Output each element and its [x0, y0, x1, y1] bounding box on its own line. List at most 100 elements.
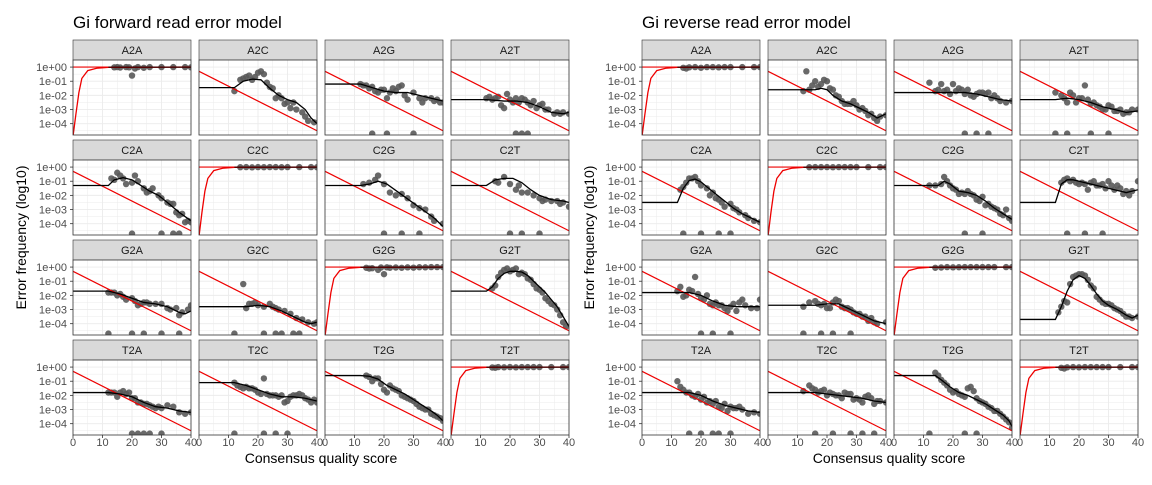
facet-strip-label: G2T — [499, 245, 521, 257]
fitted-error-line — [1020, 97, 1138, 114]
y-tick-label: 1e-01 — [39, 76, 67, 88]
observed-point — [134, 430, 142, 435]
observed-point — [257, 390, 265, 398]
observed-point — [926, 79, 933, 86]
panel-border — [450, 59, 570, 136]
y-tick-label: 1e-04 — [39, 319, 67, 331]
facet-strip-label: G2A — [690, 245, 713, 257]
panel-border — [324, 159, 444, 236]
y-tick-label: 1e-02 — [608, 190, 636, 202]
observed-point — [674, 378, 681, 385]
panel-border — [1019, 59, 1139, 136]
y-tick-label: 1e-04 — [608, 319, 636, 331]
fitted-error-line — [325, 374, 443, 422]
facet-panel-g2t: G2T — [1019, 239, 1139, 336]
observed-point — [296, 330, 303, 335]
panel-border — [324, 259, 444, 336]
fitted-error-line — [1020, 274, 1138, 321]
observed-point — [1064, 299, 1071, 306]
observed-point — [272, 430, 279, 435]
y-tick-label: 1e-04 — [608, 219, 636, 231]
nominal-qscore-line — [73, 170, 191, 232]
x-tick-label: 10 — [222, 437, 234, 449]
facet-panel-g2g: G2G — [893, 239, 1013, 336]
fitted-error-line — [768, 166, 886, 235]
observed-point — [310, 119, 317, 126]
panel-marks — [199, 68, 317, 132]
facet-panel-a2a: A2A 1e-04 1e-03 1e-02 1e-01 1e+00 — [605, 39, 761, 136]
panel-marks — [1020, 270, 1138, 332]
nominal-qscore-line — [199, 370, 317, 432]
x-tick-label: 20 — [695, 437, 707, 449]
fitted-error-line — [642, 391, 760, 414]
chart-title: Gi forward read error model — [73, 13, 282, 32]
observed-point — [964, 86, 971, 93]
panel-border — [641, 59, 761, 136]
panel-border — [1019, 259, 1139, 336]
observed-point — [260, 375, 268, 382]
fitted-error-line — [642, 178, 760, 223]
x-tick-label: 40 — [1006, 437, 1018, 449]
panel-border — [767, 159, 887, 236]
facet-strip-label: A2A — [122, 45, 143, 57]
panel-marks — [642, 170, 760, 235]
x-tick-label: 30 — [850, 437, 862, 449]
x-tick-label: 40 — [563, 437, 575, 449]
x-tick-label: 10 — [791, 437, 803, 449]
x-tick-label: 20 — [252, 437, 264, 449]
observed-point — [949, 80, 957, 88]
facet-strip-label: G2G — [372, 245, 395, 257]
observed-point — [973, 130, 980, 135]
observed-point — [727, 430, 734, 435]
observed-point — [287, 104, 294, 112]
observed-point — [961, 130, 968, 135]
fitted-error-line — [325, 180, 443, 227]
observed-point — [829, 430, 837, 435]
observed-point — [158, 430, 165, 435]
observed-point — [1064, 99, 1071, 106]
observed-point — [946, 90, 954, 98]
observed-point — [985, 130, 992, 135]
y-axis-title: Error frequency (log10) — [581, 166, 597, 310]
observed-point — [697, 430, 705, 435]
observed-point — [518, 189, 525, 196]
nominal-qscore-line — [894, 70, 1012, 132]
fitted-error-line — [199, 304, 317, 325]
x-tick-label: 0 — [70, 437, 76, 449]
fitted-error-line — [1020, 179, 1138, 204]
facet-strip-label: T2A — [691, 345, 712, 357]
observed-point — [800, 303, 807, 310]
y-tick-label: 1e-02 — [39, 190, 67, 202]
observed-point — [140, 330, 147, 335]
observed-point — [539, 100, 546, 108]
observed-point — [122, 180, 130, 188]
facet-strip-label: T2G — [942, 345, 963, 357]
panel-marks — [199, 163, 317, 235]
observed-point — [524, 189, 531, 196]
panel-border — [324, 59, 444, 136]
observed-point — [859, 399, 866, 406]
observed-point — [146, 430, 153, 435]
observed-point — [149, 185, 156, 192]
y-tick-label: 1e-02 — [39, 390, 67, 402]
observed-point — [745, 410, 752, 417]
observed-point — [122, 296, 130, 303]
observed-point — [164, 402, 171, 409]
facet-strip-label: C2C — [247, 145, 269, 157]
observed-point — [847, 330, 854, 335]
observed-point — [290, 330, 297, 335]
fitted-error-line — [894, 374, 1012, 427]
x-tick-label: 0 — [765, 437, 771, 449]
x-tick-label: 10 — [665, 437, 677, 449]
observed-point — [369, 130, 376, 135]
y-tick-label: 1e-04 — [608, 419, 636, 431]
facet-strip-label: C2C — [816, 145, 838, 157]
panel-border — [893, 159, 1013, 236]
facet-strip-label: A2G — [373, 45, 395, 57]
facet-panel-c2t: C2T — [1019, 139, 1139, 236]
nominal-qscore-line — [768, 70, 886, 132]
observed-point — [380, 230, 388, 235]
observed-point — [187, 302, 191, 309]
x-tick-label: 0 — [448, 437, 454, 449]
observed-point — [272, 330, 279, 335]
